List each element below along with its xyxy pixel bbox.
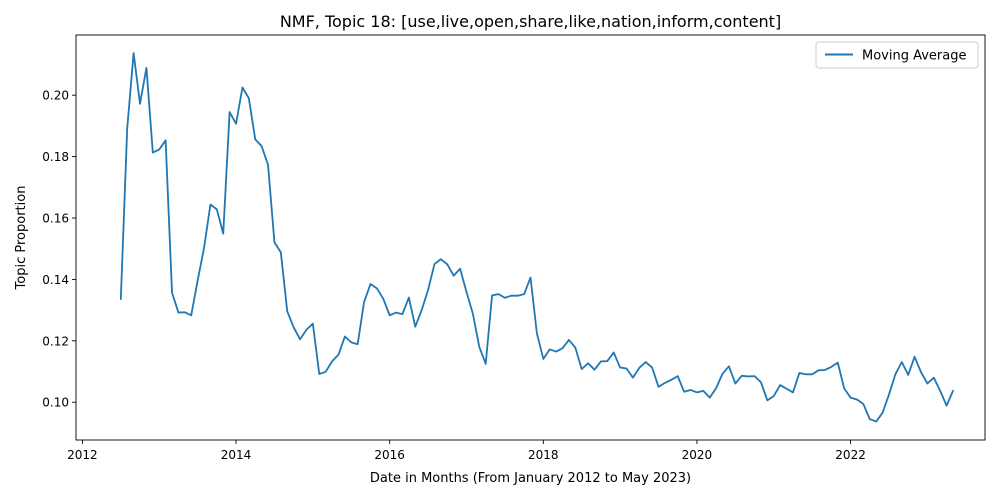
legend: Moving Average [815, 41, 979, 69]
series-line-moving-average [119, 52, 954, 423]
y-tick-label: 0.12 [42, 334, 69, 348]
chart-title: NMF, Topic 18: [use,live,open,share,like… [280, 12, 781, 31]
legend-box [815, 41, 979, 69]
y-tick-label: 0.20 [42, 89, 69, 103]
legend-label: Moving Average [862, 49, 966, 64]
plot-area-frame [75, 34, 986, 441]
x-tick-label: 2012 [67, 448, 98, 462]
y-axis-ticks: 0.10 0.12 0.14 0.16 0.18 0.20 [42, 89, 76, 410]
x-tick-label: 2018 [528, 448, 559, 462]
y-tick-label: 0.14 [42, 273, 69, 287]
x-axis-label: Date in Months (From January 2012 to May… [370, 471, 691, 486]
x-axis-ticks: 2012 2014 2016 2018 2020 2022 [67, 440, 866, 462]
y-tick-label: 0.10 [42, 396, 69, 410]
series-layer [119, 52, 954, 423]
x-tick-label: 2020 [682, 448, 713, 462]
y-tick-label: 0.16 [42, 212, 69, 226]
y-axis-label: Topic Proportion [14, 186, 29, 291]
y-tick-label: 0.18 [42, 150, 69, 164]
x-tick-label: 2014 [221, 448, 252, 462]
x-tick-label: 2022 [835, 448, 866, 462]
x-tick-label: 2016 [374, 448, 405, 462]
